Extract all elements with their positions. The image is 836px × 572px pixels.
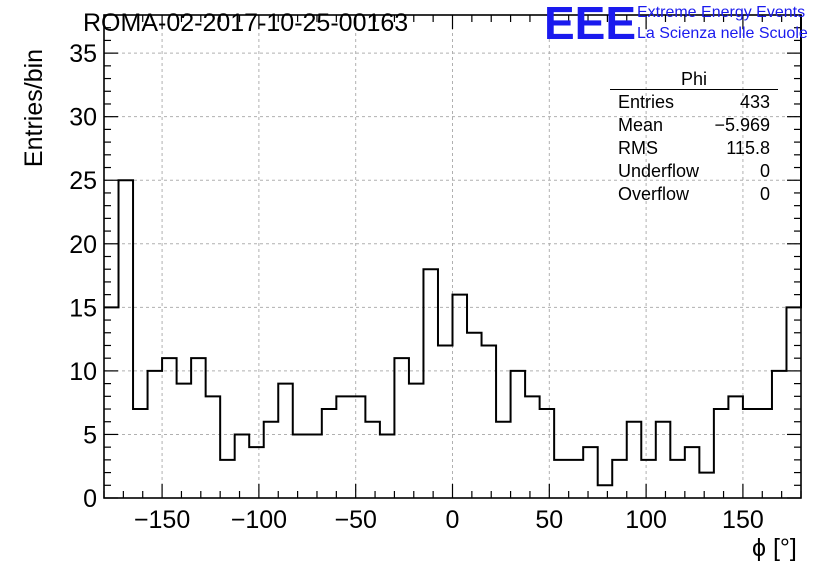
histogram-bin xyxy=(496,422,511,498)
x-tick-label: −50 xyxy=(334,506,376,534)
histogram-bin xyxy=(322,409,337,498)
histogram-bin xyxy=(743,409,758,498)
y-tick-label: 20 xyxy=(69,231,97,259)
histogram-bin xyxy=(772,371,787,498)
y-tick-label: 10 xyxy=(69,358,97,386)
y-tick-label: 15 xyxy=(69,294,97,322)
histogram-bin xyxy=(423,269,438,498)
histogram-bin xyxy=(264,422,279,498)
histogram-bin xyxy=(278,384,293,498)
histogram-bin xyxy=(598,485,613,498)
histogram-bin xyxy=(206,396,221,498)
stats-row-entries: Entries 433 xyxy=(610,90,778,113)
x-tick-label: 100 xyxy=(625,506,667,534)
stats-label: Underflow xyxy=(618,161,700,181)
histogram-bin xyxy=(293,434,308,498)
stats-box: Phi Entries 433 Mean −5.969 RMS 115.8 Under… xyxy=(610,67,778,205)
y-tick-label: 30 xyxy=(69,104,97,132)
histogram-bin xyxy=(554,460,569,498)
brand-line-2: La Scienza nelle Scuole xyxy=(637,25,808,42)
histogram-bin xyxy=(409,384,424,498)
histogram-bin xyxy=(728,396,743,498)
histogram-bin xyxy=(148,371,163,498)
histogram-bin xyxy=(351,396,366,498)
histogram-bin xyxy=(307,434,322,498)
x-tick-label: 150 xyxy=(722,506,764,534)
histogram-bin xyxy=(714,409,729,498)
histogram-bin xyxy=(133,409,148,498)
histogram-bin xyxy=(365,422,380,498)
histogram-series xyxy=(104,15,802,498)
y-tick-labels: 0 5 10 15 20 25 30 35 xyxy=(69,40,97,513)
histogram-bin xyxy=(583,447,598,498)
stats-value: 0 xyxy=(759,161,770,181)
histogram-bin xyxy=(786,307,801,498)
histogram-bin xyxy=(438,345,453,498)
histogram-bin xyxy=(177,384,192,498)
stats-value: −5.969 xyxy=(714,115,770,135)
histogram-bin xyxy=(525,396,540,498)
brand-line-1: Extreme Energy Events xyxy=(637,4,806,21)
histogram-bin xyxy=(482,345,497,498)
chart-title: ROMA-02-2017-10-25-00163 xyxy=(83,9,409,37)
stats-label: RMS xyxy=(618,138,658,158)
y-tick-label: 5 xyxy=(83,421,97,449)
stats-label: Entries xyxy=(618,92,675,112)
histogram-bin xyxy=(162,358,177,498)
x-tick-label: 50 xyxy=(535,506,563,534)
histogram-bin xyxy=(394,358,409,498)
histogram-bin xyxy=(119,180,134,498)
eee-logo: EEE xyxy=(544,0,637,49)
histogram-bin xyxy=(235,434,250,498)
histogram-bin xyxy=(641,460,656,498)
histogram-bin xyxy=(453,295,468,498)
histogram-bin xyxy=(191,358,206,498)
plot-frame xyxy=(103,14,802,499)
y-tick-label: 25 xyxy=(69,167,97,195)
stats-value: 0 xyxy=(759,184,770,204)
x-tick-label: −100 xyxy=(231,506,287,534)
histogram-bin xyxy=(670,460,685,498)
stats-name: Phi xyxy=(610,67,778,90)
stats-value: 115.8 xyxy=(726,138,770,158)
stats-row-overflow: Overflow 0 xyxy=(610,182,778,205)
stats-row-mean: Mean −5.969 xyxy=(610,113,778,136)
histogram-bin xyxy=(540,409,555,498)
y-tick-label: 35 xyxy=(69,40,97,68)
x-tick-label: 0 xyxy=(446,506,460,534)
stats-label: Overflow xyxy=(618,184,690,204)
x-tick-labels: −150 −100 −50 0 50 100 150 xyxy=(134,506,764,534)
y-tick-label: 0 xyxy=(83,485,97,513)
histogram-bin xyxy=(612,460,627,498)
histogram-bin xyxy=(336,396,351,498)
histogram-bin xyxy=(627,422,642,498)
histogram-bin xyxy=(511,371,526,498)
x-tick-label: −150 xyxy=(134,506,190,534)
x-axis-label: ϕ [°] xyxy=(752,534,797,562)
histogram-bin xyxy=(685,447,700,498)
histogram-bin xyxy=(380,434,395,498)
stats-value: 433 xyxy=(739,92,770,112)
histogram-bin xyxy=(467,333,482,498)
y-axis-label: Entries/bin xyxy=(20,48,48,168)
histogram-bin xyxy=(757,409,772,498)
stats-label: Mean xyxy=(618,115,664,135)
histogram-bin xyxy=(249,447,264,498)
histogram-bin xyxy=(220,460,235,498)
histogram-outline xyxy=(104,15,802,487)
histogram-bin xyxy=(699,473,714,498)
histogram-bin xyxy=(104,307,119,498)
stats-row-underflow: Underflow 0 xyxy=(610,159,778,182)
histogram-bin xyxy=(656,422,671,498)
histogram-bin xyxy=(569,460,584,498)
stats-row-rms: RMS 115.8 xyxy=(610,136,778,159)
